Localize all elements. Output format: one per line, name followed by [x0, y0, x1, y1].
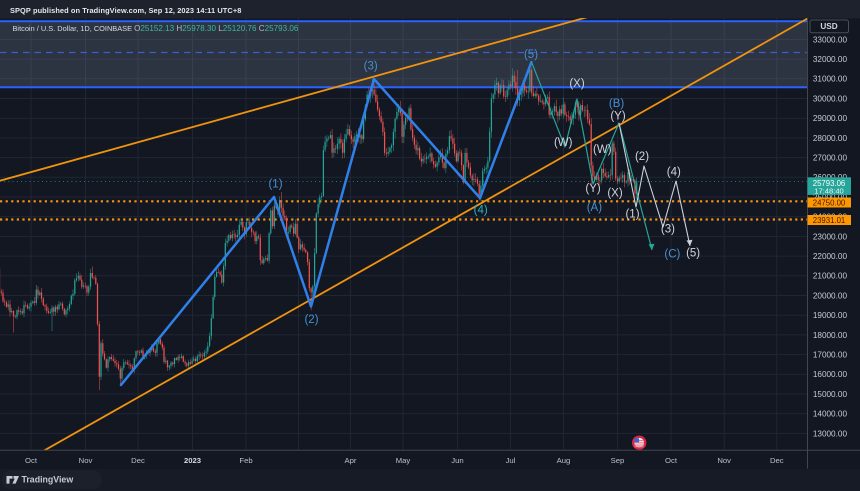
svg-text:Nov: Nov	[717, 456, 731, 465]
svg-text:Jul: Jul	[506, 456, 516, 465]
svg-text:32000.00: 32000.00	[813, 55, 848, 64]
svg-text:(1): (1)	[625, 209, 639, 221]
svg-text:2023: 2023	[184, 456, 201, 465]
svg-text:(4): (4)	[474, 204, 488, 216]
svg-text:Nov: Nov	[79, 456, 93, 465]
svg-text:17000.00: 17000.00	[813, 351, 848, 360]
svg-text:Aug: Aug	[557, 456, 571, 465]
svg-text:22000.00: 22000.00	[813, 252, 848, 261]
svg-text:19000.00: 19000.00	[813, 311, 848, 320]
svg-text:27000.00: 27000.00	[813, 154, 848, 163]
svg-text:Oct: Oct	[25, 456, 38, 465]
svg-text:(1): (1)	[268, 179, 282, 191]
svg-text:15000.00: 15000.00	[813, 390, 848, 399]
svg-text:SPQP published on TradingView.: SPQP published on TradingView.com, Sep 1…	[10, 6, 241, 15]
svg-text:(W): (W)	[554, 137, 573, 149]
svg-text:20000.00: 20000.00	[813, 291, 848, 300]
svg-text:Oct: Oct	[665, 456, 678, 465]
svg-text:May: May	[396, 456, 411, 465]
svg-text:USD: USD	[820, 22, 837, 31]
svg-text:(C): (C)	[664, 248, 680, 260]
svg-text:13000.00: 13000.00	[813, 429, 848, 438]
svg-text:(3): (3)	[364, 61, 378, 73]
svg-text:21000.00: 21000.00	[813, 272, 848, 281]
svg-text:29000.00: 29000.00	[813, 114, 848, 123]
svg-text:23000.00: 23000.00	[813, 232, 848, 241]
svg-text:Feb: Feb	[239, 456, 252, 465]
svg-text:(4): (4)	[667, 167, 681, 179]
svg-text:(X): (X)	[569, 78, 585, 90]
svg-text:(3): (3)	[661, 223, 675, 235]
svg-text:Dec: Dec	[770, 456, 784, 465]
svg-text:Sep: Sep	[611, 456, 625, 465]
svg-text:(Y): (Y)	[585, 183, 601, 195]
svg-text:TradingView: TradingView	[22, 475, 74, 485]
svg-text:Apr: Apr	[345, 456, 357, 465]
svg-text:(B): (B)	[609, 98, 625, 110]
svg-text:28000.00: 28000.00	[813, 134, 848, 143]
svg-text:(5): (5)	[686, 248, 700, 260]
svg-text:25000.00: 25000.00	[813, 193, 848, 202]
svg-text:14000.00: 14000.00	[813, 410, 848, 419]
svg-text:(X): (X)	[607, 188, 623, 200]
svg-text:30000.00: 30000.00	[813, 94, 848, 103]
svg-text:17:48:40: 17:48:40	[814, 187, 844, 196]
svg-text:23931.01: 23931.01	[813, 216, 846, 225]
svg-text:Jun: Jun	[451, 456, 463, 465]
svg-text:(Y): (Y)	[610, 111, 626, 123]
svg-text:16000.00: 16000.00	[813, 370, 848, 379]
svg-text:(2): (2)	[635, 151, 649, 163]
svg-text:(A): (A)	[587, 202, 603, 214]
svg-text:Dec: Dec	[131, 456, 145, 465]
svg-text:(5): (5)	[524, 49, 538, 61]
svg-text:(2): (2)	[304, 314, 318, 326]
svg-text:25793.06: 25793.06	[813, 179, 846, 188]
svg-text:33000.00: 33000.00	[813, 35, 848, 44]
svg-text:Bitcoin / U.S. Dollar, 1D, COI: Bitcoin / U.S. Dollar, 1D, COINBASE O251…	[13, 24, 299, 33]
svg-text:31000.00: 31000.00	[813, 75, 848, 84]
svg-text:24750.00: 24750.00	[813, 198, 846, 207]
svg-text:18000.00: 18000.00	[813, 331, 848, 340]
svg-text:(W): (W)	[593, 144, 612, 156]
